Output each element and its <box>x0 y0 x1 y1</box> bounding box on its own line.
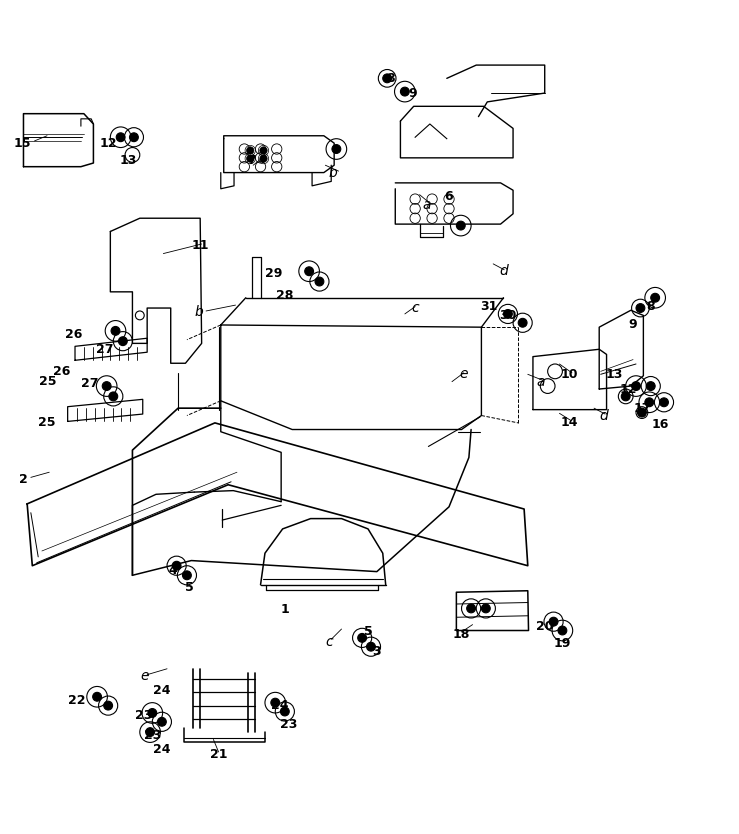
Text: 25: 25 <box>38 416 55 430</box>
Circle shape <box>92 692 101 701</box>
Circle shape <box>621 392 630 401</box>
Text: 21: 21 <box>210 748 228 761</box>
Text: 5: 5 <box>364 626 372 639</box>
Circle shape <box>647 382 655 390</box>
Circle shape <box>518 319 527 327</box>
Circle shape <box>503 309 512 319</box>
Circle shape <box>332 144 341 153</box>
Text: 29: 29 <box>265 267 282 280</box>
Text: 13: 13 <box>119 154 137 168</box>
Text: 19: 19 <box>554 637 571 651</box>
Text: 20: 20 <box>536 620 554 633</box>
Circle shape <box>247 147 254 154</box>
Text: 26: 26 <box>65 328 82 341</box>
Circle shape <box>102 382 111 390</box>
Text: 9: 9 <box>408 87 417 99</box>
Text: e: e <box>140 669 149 683</box>
Circle shape <box>304 267 313 276</box>
Text: 13: 13 <box>605 368 623 381</box>
Text: 8: 8 <box>647 300 655 313</box>
Text: b: b <box>328 166 337 179</box>
Text: a: a <box>423 198 431 212</box>
Text: c: c <box>325 635 333 649</box>
Text: e: e <box>460 367 468 381</box>
Circle shape <box>651 294 660 302</box>
Circle shape <box>118 337 127 345</box>
Text: 11: 11 <box>191 239 209 252</box>
Text: d: d <box>599 409 608 423</box>
Text: 6: 6 <box>445 189 453 203</box>
Text: 3: 3 <box>372 645 381 658</box>
Circle shape <box>660 398 668 407</box>
Circle shape <box>636 304 645 313</box>
Circle shape <box>260 147 268 154</box>
Text: 7: 7 <box>248 154 256 168</box>
Text: 2: 2 <box>19 473 28 486</box>
Text: 24: 24 <box>153 743 171 756</box>
Circle shape <box>148 709 157 717</box>
Circle shape <box>315 277 324 286</box>
Text: 4: 4 <box>168 564 177 576</box>
Text: 12: 12 <box>620 383 638 395</box>
Text: 28: 28 <box>276 289 293 302</box>
Circle shape <box>109 392 118 401</box>
Text: 23: 23 <box>280 718 297 731</box>
Circle shape <box>146 728 154 736</box>
Circle shape <box>103 701 112 710</box>
Circle shape <box>116 133 125 142</box>
Circle shape <box>157 717 166 726</box>
Text: a: a <box>536 374 545 389</box>
Circle shape <box>367 642 375 651</box>
Text: 24: 24 <box>271 699 288 712</box>
Text: 23: 23 <box>143 729 161 741</box>
Circle shape <box>111 326 120 335</box>
Circle shape <box>481 604 490 613</box>
Circle shape <box>558 626 567 635</box>
Circle shape <box>638 408 647 417</box>
Text: 31: 31 <box>480 300 497 313</box>
Text: 1: 1 <box>281 603 289 616</box>
Text: 23: 23 <box>134 709 152 721</box>
Text: c: c <box>412 301 419 315</box>
Text: 27: 27 <box>96 343 113 356</box>
Circle shape <box>271 698 279 707</box>
Circle shape <box>549 617 558 626</box>
Circle shape <box>183 570 191 580</box>
Text: 8: 8 <box>386 72 395 85</box>
Text: 26: 26 <box>53 364 70 378</box>
Text: b: b <box>194 305 203 319</box>
Text: 18: 18 <box>453 628 470 641</box>
Text: 17: 17 <box>633 402 650 414</box>
Text: 15: 15 <box>13 137 31 149</box>
Text: 22: 22 <box>68 694 85 707</box>
Circle shape <box>645 398 654 407</box>
Text: 12: 12 <box>99 137 117 149</box>
Text: 25: 25 <box>39 375 56 388</box>
Text: 24: 24 <box>153 685 171 697</box>
Text: 30: 30 <box>500 309 517 322</box>
Circle shape <box>247 155 254 163</box>
Circle shape <box>457 221 466 230</box>
Circle shape <box>632 382 641 390</box>
Circle shape <box>129 133 138 142</box>
Circle shape <box>358 634 367 642</box>
Circle shape <box>260 155 268 163</box>
Circle shape <box>172 561 181 570</box>
Circle shape <box>383 74 392 83</box>
Text: 9: 9 <box>629 318 637 331</box>
Text: d: d <box>499 264 508 279</box>
Text: 10: 10 <box>561 368 579 381</box>
Text: 5: 5 <box>185 581 194 595</box>
Circle shape <box>401 88 409 96</box>
Text: 14: 14 <box>561 416 579 430</box>
Text: 16: 16 <box>652 418 669 431</box>
Circle shape <box>280 707 289 716</box>
Text: 27: 27 <box>81 377 98 390</box>
Circle shape <box>467 604 475 613</box>
